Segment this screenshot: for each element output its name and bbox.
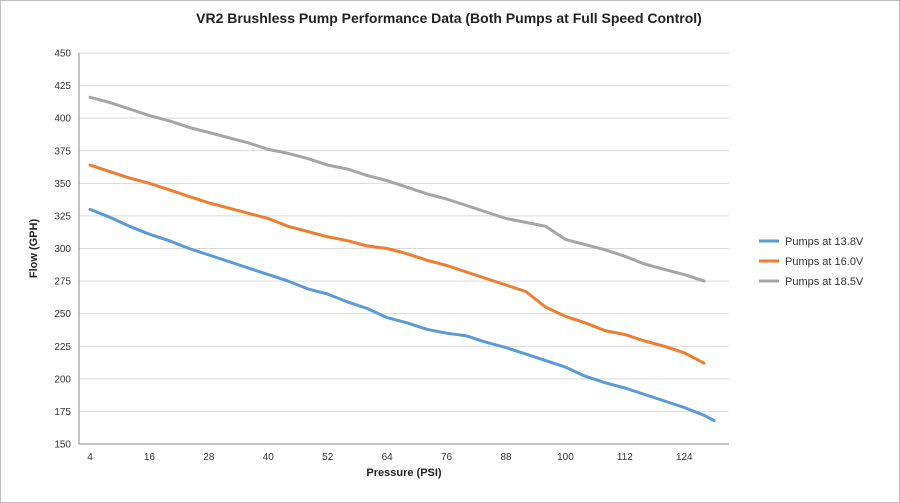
x-tick-label: 16 <box>144 452 156 463</box>
x-tick-label: 76 <box>441 452 453 463</box>
y-tick-label: 425 <box>54 81 71 92</box>
y-tick-label: 150 <box>54 440 71 451</box>
series-line-2 <box>88 163 706 365</box>
y-tick-label: 350 <box>54 179 71 190</box>
x-tick-label: 40 <box>263 452 275 463</box>
gridlines <box>79 52 729 412</box>
legend-label: Pumps at 16.0V <box>785 256 864 268</box>
x-axis-ticks: 4 16 28 40 52 64 76 88 100 112 124 <box>87 452 693 463</box>
x-tick-label: 28 <box>203 452 215 463</box>
series-line-1 <box>88 207 716 422</box>
y-tick-label: 200 <box>54 374 71 385</box>
x-tick-label: 112 <box>617 452 633 463</box>
chart-title: VR2 Brushless Pump Performance Data (Bot… <box>196 10 702 26</box>
y-axis-title: Flow (GPH) <box>28 219 40 279</box>
series-lines <box>88 95 716 422</box>
legend-label: Pumps at 13.8V <box>785 236 864 248</box>
y-tick-label: 275 <box>54 277 71 288</box>
y-tick-label: 250 <box>54 309 71 320</box>
legend: Pumps at 13.8V Pumps at 16.0V Pumps at 18.… <box>759 236 864 288</box>
x-axis-title: Pressure (PSI) <box>366 467 442 479</box>
y-tick-label: 400 <box>54 114 71 125</box>
x-tick-label: 4 <box>87 452 93 463</box>
y-tick-label: 175 <box>54 407 71 418</box>
y-tick-label: 300 <box>54 244 71 255</box>
legend-label: Pumps at 18.5V <box>785 276 864 288</box>
x-tick-label: 64 <box>382 452 394 463</box>
x-tick-label: 124 <box>676 452 693 463</box>
x-tick-label: 100 <box>557 452 574 463</box>
y-axis-ticks: 150 175 200 225 250 275 300 325 350 375 400 425 450 <box>54 49 71 451</box>
y-tick-label: 450 <box>54 49 71 60</box>
x-tick-label: 52 <box>322 452 334 463</box>
series-line-3 <box>88 95 706 283</box>
y-tick-label: 225 <box>54 342 71 353</box>
y-tick-label: 375 <box>54 146 71 157</box>
x-tick-label: 88 <box>500 452 512 463</box>
y-tick-label: 325 <box>54 211 71 222</box>
